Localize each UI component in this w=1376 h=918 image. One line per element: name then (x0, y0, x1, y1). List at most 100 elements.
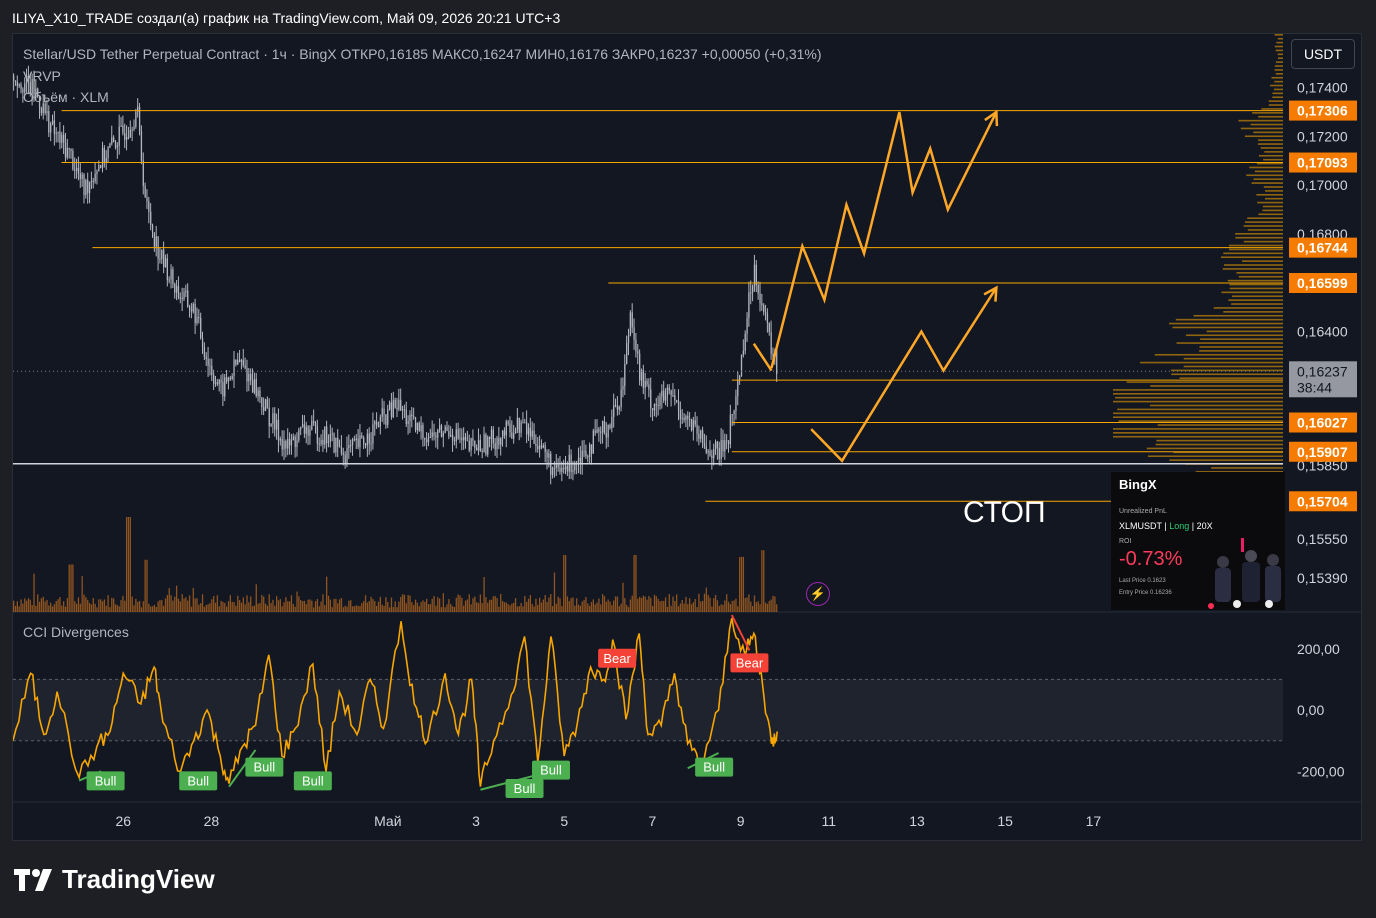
price-chart-svg[interactable]: Bull Bull Bull Bull Bull Bull Bull Bear Bear 0,17… (13, 34, 1362, 841)
volume-bar (337, 603, 339, 612)
promo-roi: -0.73% (1119, 548, 1183, 570)
volume-bar (774, 596, 776, 612)
volume-bar (146, 559, 148, 612)
volume-bar (363, 601, 365, 612)
volume-bar (661, 600, 663, 612)
candle-body (83, 174, 85, 195)
candle-body (759, 293, 761, 304)
volume-bar (157, 601, 159, 612)
vrvp-bar (1200, 338, 1283, 340)
candle-body (642, 370, 645, 388)
volume-bar (394, 601, 396, 612)
volume-bar (411, 602, 413, 612)
volume-bar (77, 597, 80, 612)
lightning-icon[interactable]: ⚡ (806, 582, 830, 606)
candle-body (757, 284, 759, 294)
candle-body (418, 422, 420, 432)
vrvp-bar (1176, 342, 1283, 344)
candle-body (524, 422, 526, 424)
vrvp-bar (1157, 424, 1283, 426)
volume-bar (727, 601, 730, 612)
vrvp-bar (1228, 299, 1283, 301)
volume-bar (35, 605, 37, 612)
volume-bar (626, 604, 628, 612)
vrvp-bar (1238, 275, 1283, 278)
candle-body (87, 180, 89, 194)
volume-bar (674, 601, 676, 612)
vrvp-bar (1169, 459, 1283, 461)
candle-body (407, 421, 409, 425)
currency-selector[interactable]: USDT (1291, 39, 1355, 69)
volume-bar (633, 555, 635, 612)
vrvp-bar (1179, 377, 1283, 379)
candle-body (333, 433, 335, 453)
candle-body (77, 167, 80, 174)
volume-bar (492, 596, 494, 612)
candle-body (368, 433, 370, 444)
volume-bar (14, 605, 17, 612)
volume-bar (188, 595, 191, 612)
volume-bar (18, 606, 20, 612)
candle-body (163, 249, 165, 267)
volume-bar (90, 604, 93, 612)
candle-body (235, 359, 237, 365)
vrvp-legend[interactable]: VRVP (23, 68, 61, 84)
candle-body (326, 426, 328, 443)
candle-body (594, 430, 596, 433)
bull-label-4-text: Bull (514, 781, 536, 796)
vrvp-bar (1262, 205, 1283, 208)
volume-bar (574, 605, 576, 612)
candle-body (64, 142, 67, 158)
volume-bar (657, 598, 659, 612)
volume-bar (487, 602, 489, 612)
volume-bar (161, 600, 163, 612)
volume-bar (390, 597, 393, 612)
volume-bar (722, 604, 724, 612)
candle-body (703, 443, 706, 447)
volume-bar (731, 600, 733, 612)
volume-bar (753, 595, 756, 612)
volume-bar (468, 594, 470, 612)
vrvp-bar (1155, 443, 1283, 446)
candles (13, 65, 778, 485)
candle-body (272, 413, 274, 424)
candle-body (205, 356, 207, 360)
volume-bar (607, 599, 609, 612)
price-tick-1: 0,17200 (1297, 128, 1348, 144)
cci-title[interactable]: CCI Divergences (23, 624, 129, 640)
volume-bar (251, 606, 254, 612)
volume-bar (275, 596, 278, 612)
candle-body (307, 426, 309, 436)
candle-body (96, 171, 98, 174)
tradingview-logo[interactable]: TradingView (14, 864, 215, 895)
volume-bar (92, 598, 94, 612)
bear-label-0-bg (598, 648, 637, 668)
chart-frame[interactable]: Bull Bull Bull Bull Bull Bull Bull Bear Bear 0,17… (12, 33, 1362, 841)
vrvp-bar (1211, 467, 1283, 469)
volume-bar (187, 600, 189, 612)
vrvp-bar (1140, 361, 1283, 364)
candle-body (616, 405, 619, 410)
volume-bar (318, 606, 320, 612)
volume-bar (629, 599, 632, 612)
volume-bar (81, 576, 83, 612)
volume-bar (179, 601, 181, 612)
candle-body (585, 450, 587, 457)
candle-body (105, 157, 107, 163)
volume-bar (522, 606, 524, 612)
volume-bar (453, 607, 456, 612)
volume-bar (205, 604, 207, 612)
volume-bar (679, 603, 682, 612)
volume-bar (74, 601, 76, 612)
volume-bar (751, 606, 754, 612)
volume-bar (474, 596, 476, 612)
volume-bar (266, 605, 269, 612)
candle-body (598, 428, 600, 432)
volume-bar (576, 598, 578, 612)
volume-legend[interactable]: Объём · XLM (23, 89, 109, 105)
candle-body (431, 432, 433, 437)
candle-body (109, 143, 111, 148)
volume-bar (272, 599, 274, 612)
candle-body (242, 360, 244, 366)
symbol-legend[interactable]: Stellar/USD Tether Perpetual Contract · … (23, 46, 822, 62)
